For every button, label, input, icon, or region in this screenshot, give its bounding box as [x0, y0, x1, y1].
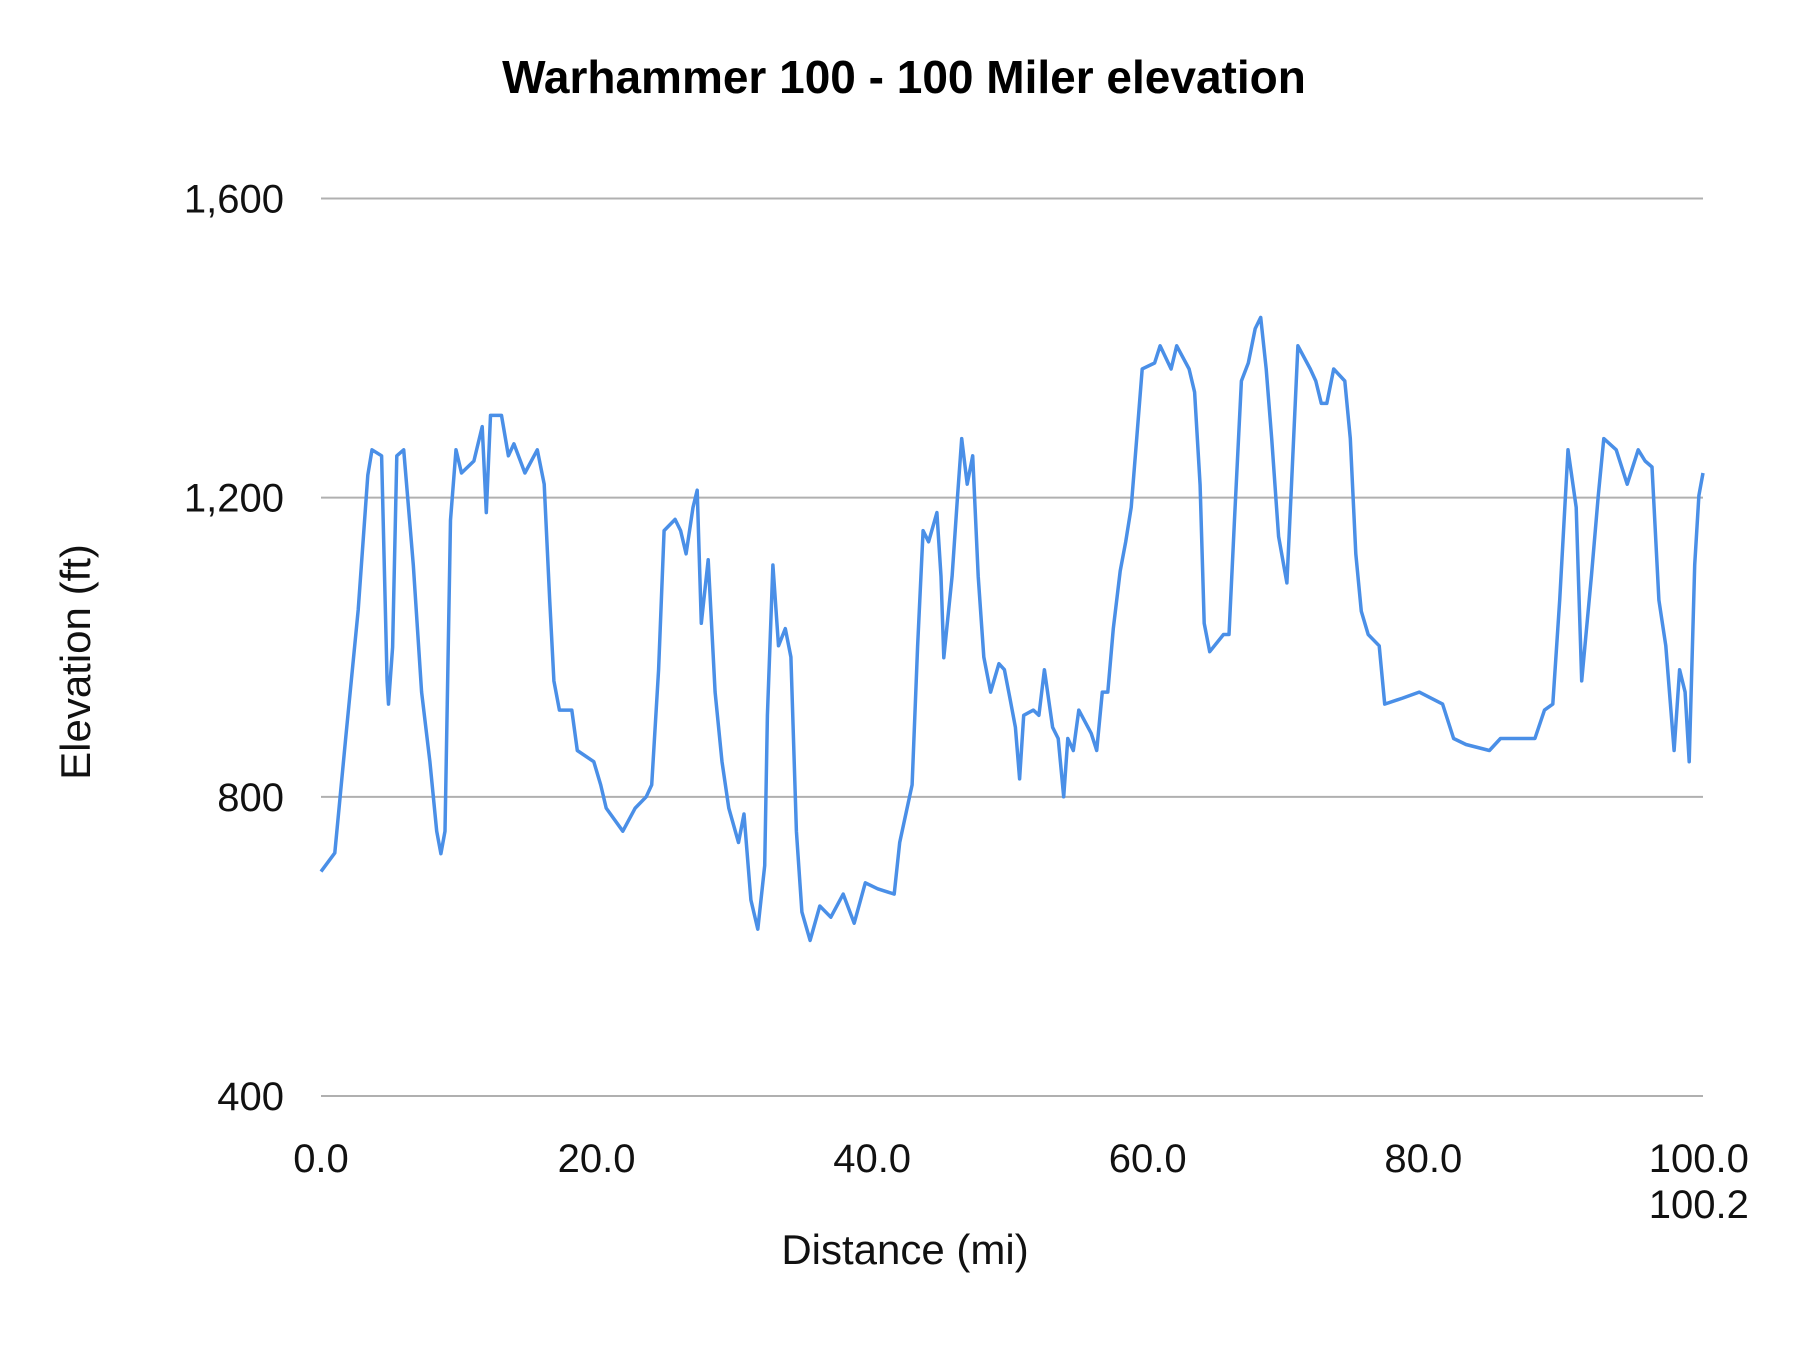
x-axis-label: Distance (mi) [781, 1226, 1028, 1273]
x-tick-label: 20.0 [558, 1137, 636, 1181]
x-tick-label: 0.0 [293, 1137, 349, 1181]
chart-title: Warhammer 100 - 100 Miler elevation [502, 51, 1306, 103]
y-tick-labels: 400 800 1,200 1,600 [184, 178, 284, 1120]
x-tick-label: 100.2 [1649, 1183, 1749, 1227]
gridlines [321, 197, 1703, 1097]
x-tick-label: 40.0 [833, 1137, 911, 1181]
y-tick-label: 800 [217, 776, 284, 820]
y-tick-label: 1,600 [184, 178, 284, 222]
y-tick-label: 400 [217, 1075, 284, 1119]
y-axis-label: Elevation (ft) [52, 544, 99, 780]
y-tick-label: 1,200 [184, 477, 284, 521]
elevation-line [319, 315, 1705, 943]
x-tick-label: 60.0 [1109, 1137, 1187, 1181]
x-tick-label: 80.0 [1384, 1137, 1462, 1181]
x-tick-label: 100.0 [1649, 1137, 1749, 1181]
